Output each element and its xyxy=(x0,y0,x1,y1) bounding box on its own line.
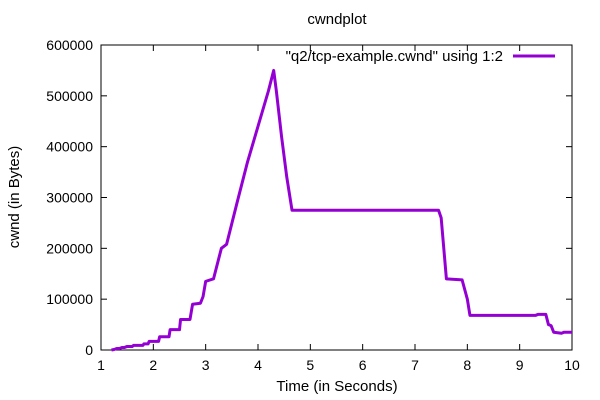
x-axis: 1 2 3 4 5 6 7 8 9 10 xyxy=(97,45,580,373)
y-tick-label: 600000 xyxy=(46,37,93,53)
plot-frame xyxy=(100,44,573,351)
x-tick-label: 6 xyxy=(359,357,367,373)
y-tick-label: 100000 xyxy=(46,291,93,307)
x-tick-label: 1 xyxy=(97,357,105,373)
x-tick-label: 2 xyxy=(149,357,157,373)
x-tick-label: 3 xyxy=(202,357,210,373)
y-tick-label: 300000 xyxy=(46,190,93,206)
x-axis-label: Time (in Seconds) xyxy=(276,378,397,395)
series-line xyxy=(111,68,572,352)
x-tick-label: 4 xyxy=(254,357,262,373)
y-tick-label: 200000 xyxy=(46,240,93,256)
x-tick-label: 5 xyxy=(306,357,314,373)
x-tick-label: 10 xyxy=(564,357,580,373)
x-tick-label: 9 xyxy=(516,357,524,373)
chart-title: cwndplot xyxy=(307,11,367,28)
legend-label: "q2/tcp-example.cwnd" using 1:2 xyxy=(286,48,503,65)
y-tick-label: 0 xyxy=(85,342,93,358)
y-axis-label: cwnd (in Bytes) xyxy=(6,146,23,249)
legend: "q2/tcp-example.cwnd" using 1:2 xyxy=(286,48,555,65)
y-axis: 0 100000 200000 300000 400000 500000 600000 xyxy=(46,37,572,358)
x-tick-label: 7 xyxy=(411,357,419,373)
y-tick-label: 400000 xyxy=(46,139,93,155)
plot-area xyxy=(100,44,573,352)
x-tick-label: 8 xyxy=(463,357,471,373)
y-tick-label: 500000 xyxy=(46,88,93,104)
